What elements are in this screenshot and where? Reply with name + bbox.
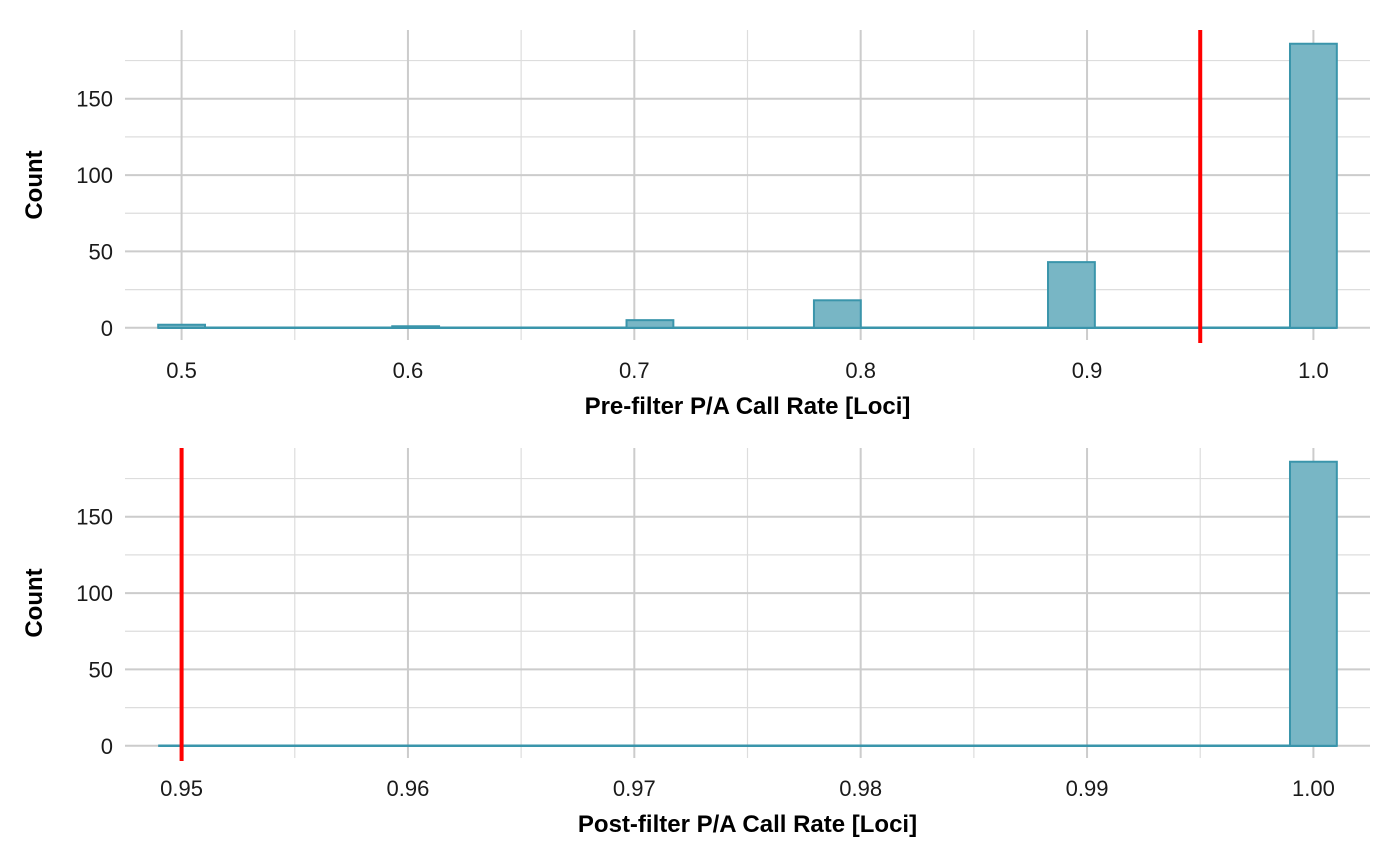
y-axis-title: Count xyxy=(21,568,48,637)
x-tick-label: 0.98 xyxy=(839,776,882,801)
x-tick-label: 0.8 xyxy=(845,358,876,383)
x-tick-label: 0.96 xyxy=(387,776,430,801)
x-tick-label: 0.6 xyxy=(393,358,424,383)
histogram-bar xyxy=(812,299,862,329)
y-tick-label: 150 xyxy=(76,87,113,112)
x-tick-label: 0.5 xyxy=(166,358,197,383)
x-tick-label: 0.9 xyxy=(1072,358,1103,383)
x-tick-label: 0.7 xyxy=(619,358,650,383)
y-tick-label: 50 xyxy=(89,239,113,264)
x-tick-label: 0.99 xyxy=(1066,776,1109,801)
y-tick-label: 100 xyxy=(76,581,113,606)
x-axis-title: Post-filter P/A Call Rate [Loci] xyxy=(578,811,917,838)
x-axis-title: Pre-filter P/A Call Rate [Loci] xyxy=(585,393,911,420)
histogram-bar xyxy=(1288,460,1338,747)
histogram-bar xyxy=(1047,261,1096,329)
y-tick-label: 0 xyxy=(101,734,113,759)
x-tick-label: 0.95 xyxy=(160,776,203,801)
x-tick-label: 1.0 xyxy=(1298,358,1329,383)
y-axis-title: Count xyxy=(21,150,48,219)
histogram-bar xyxy=(157,323,207,329)
panel-pre-filter: 0.5 0.6 0.7 0.8 0.9 1.0 0 50 100 150 Pre-filter P/… xyxy=(21,30,1370,420)
y-tick-label: 50 xyxy=(89,657,113,682)
y-tick-label: 0 xyxy=(101,316,113,341)
panel-post-filter: 0.95 0.96 0.97 0.98 0.99 1.00 0 50 100 150 Post-fi… xyxy=(21,448,1370,838)
x-tick-label: 0.97 xyxy=(613,776,656,801)
histogram-bar xyxy=(625,319,675,329)
x-tick-label: 1.00 xyxy=(1292,776,1335,801)
histogram-bar xyxy=(1288,42,1338,329)
y-tick-label: 150 xyxy=(76,505,113,530)
y-tick-label: 100 xyxy=(76,163,113,188)
histogram-bar xyxy=(391,325,441,329)
